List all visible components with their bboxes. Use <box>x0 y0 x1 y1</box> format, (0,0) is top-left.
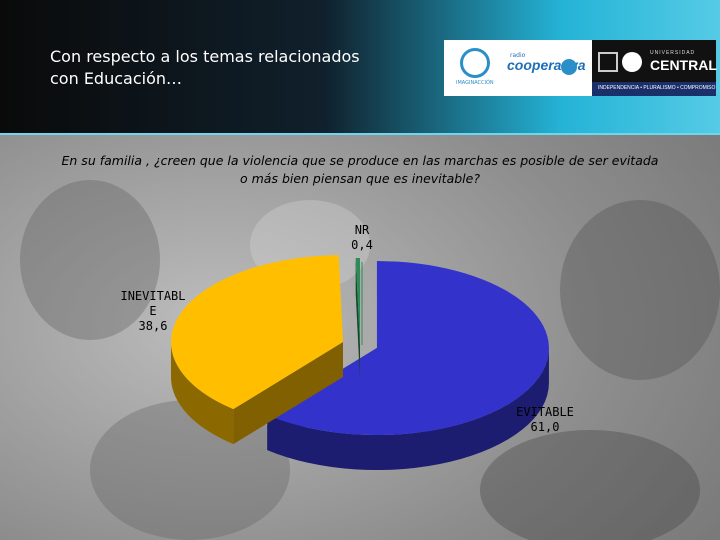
data-label-inevitable-line-3: 38,6 <box>139 319 168 333</box>
data-label-inevitable-line-2: E <box>149 304 156 318</box>
pie-slice-inevitable-side <box>170 342 234 445</box>
pie-slice-evitable <box>267 261 549 471</box>
university-motto: INDEPENDENCIA • PLURALISMO • COMPROMISO <box>598 85 716 91</box>
pie-slice-inevitable-face <box>233 342 343 445</box>
cooperativa-emblem-icon <box>561 59 577 75</box>
university-name: CENTRAL <box>650 57 717 73</box>
data-label-evitable-line-1: EVITABLE <box>516 405 574 419</box>
survey-question: En su familia , ¿creen que la violencia … <box>61 153 659 186</box>
header-banner: Con respecto a los temas relacionados co… <box>0 0 720 135</box>
pie-slice-inevitable-top <box>170 255 343 410</box>
pie-slice-inevitable <box>170 255 343 445</box>
pie-slice-nr-top <box>355 258 360 345</box>
page-title: Con respecto a los temas relacionados co… <box>50 46 360 90</box>
pie-slice-evitable-side <box>267 348 549 471</box>
data-label-nr-line-2: 0,4 <box>351 238 373 252</box>
radio-caption: radio <box>510 52 526 59</box>
pie-slice-nr <box>355 258 360 380</box>
data-label-nr-line-1: NR <box>355 223 370 237</box>
sponsor-logos: IMAGINACCIÓN radio cooperativa UNIVERSID… <box>444 40 717 96</box>
pie-layer <box>170 255 549 471</box>
university-small-label: UNIVERSIDAD <box>650 50 696 56</box>
pie-slice-nr-face <box>355 258 360 380</box>
globe-logo-icon <box>460 48 490 78</box>
university-motto-bar: INDEPENDENCIA • PLURALISMO • COMPROMISO <box>592 82 716 96</box>
title-line-1: Con respecto a los temas relacionados <box>50 47 360 66</box>
university-seal-icon <box>622 52 642 72</box>
title-line-2: con Educación… <box>50 69 182 88</box>
data-label-evitable-line-2: 61,0 <box>531 420 560 434</box>
data-label-inevitable-line-1: INEVITABL <box>120 289 185 303</box>
pie-slice-evitable-top <box>267 261 549 436</box>
globe-logo-caption: IMAGINACCIÓN <box>456 80 494 86</box>
university-shield-icon <box>598 52 618 72</box>
university-logo: UNIVERSIDAD CENTRAL <box>592 40 717 82</box>
